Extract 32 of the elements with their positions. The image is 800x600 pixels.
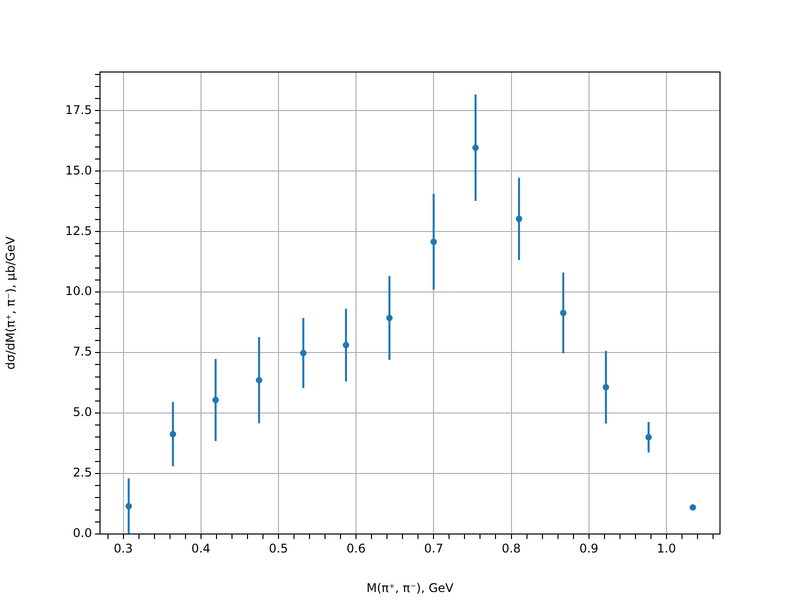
x-axis-title: M(π⁺, π⁻), GeV: [366, 580, 454, 595]
y-tick-label: 17.5: [65, 102, 92, 117]
point: [602, 384, 610, 390]
x-tick-label: 0.9: [579, 541, 598, 556]
x-tick-label: 0.7: [424, 541, 444, 556]
y-tick-label: 2.5: [72, 466, 92, 480]
y-axis-title: dσ/dM(π⁺, π⁻), μb/GeV: [3, 236, 18, 370]
point: [430, 238, 437, 246]
point: [516, 216, 522, 222]
point: [170, 430, 176, 438]
y-tick-label: 5.0: [72, 405, 92, 420]
point: [300, 350, 307, 356]
y-tick-label: 7.5: [72, 344, 92, 359]
x-tick-label: 0.8: [502, 541, 521, 556]
x-tick-label: 1.0: [656, 541, 676, 556]
x-tick-label: 0.6: [346, 541, 366, 556]
point: [342, 342, 350, 348]
x-tick-label: 0.3: [114, 541, 133, 556]
point: [645, 434, 652, 440]
point: [256, 376, 262, 384]
y-tick-label: 10.0: [65, 284, 92, 298]
point: [126, 502, 132, 510]
y-tick-label: 12.5: [65, 224, 92, 238]
y-tick-label: 0.0: [72, 526, 92, 540]
point: [472, 144, 479, 151]
point: [386, 314, 393, 322]
point: [560, 310, 566, 316]
x-tick-label: 0.4: [191, 541, 210, 556]
x-tick-label: 0.5: [268, 541, 288, 556]
y-tick-label: 15.0: [65, 163, 92, 178]
point: [690, 504, 696, 511]
point: [212, 396, 219, 404]
